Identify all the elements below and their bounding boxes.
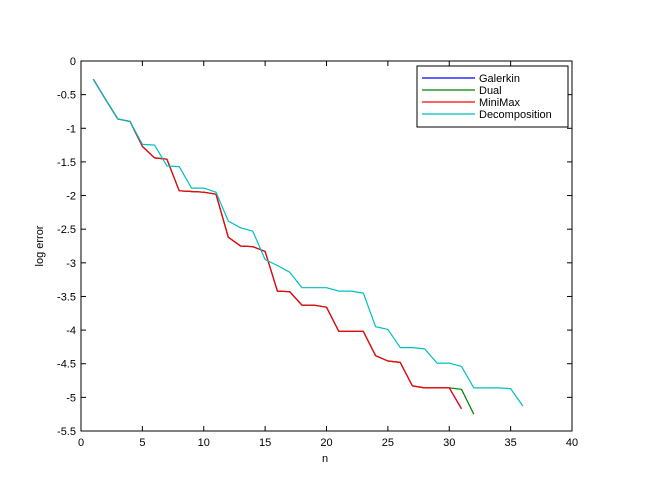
- y-tick-label: -2: [66, 191, 76, 203]
- legend-label-decomposition: Decomposition: [479, 109, 552, 121]
- series-layer: [92, 78, 524, 415]
- x-tick-label: 35: [505, 437, 517, 449]
- x-tick-label: 40: [566, 437, 578, 449]
- y-tick-label: -0.5: [57, 90, 76, 102]
- y-tick-label: 0: [70, 56, 76, 68]
- x-axis-label: n: [322, 453, 328, 465]
- y-axis-label: log error: [34, 225, 46, 266]
- y-tick-label: -3: [66, 258, 76, 270]
- legend-box: [416, 65, 569, 128]
- legend-label-minimax: MiniMax: [479, 97, 520, 109]
- x-tick-label: 10: [198, 437, 210, 449]
- series-line-minimax: [92, 78, 463, 410]
- axes-layer: 0 5 10 15 20 25 30 35 40 0 -0.5 -1 -1.5 -2 -2.5 -3 -3.5 -…: [57, 56, 578, 449]
- x-tick-label: 0: [78, 437, 84, 449]
- x-tick-label: 5: [139, 437, 145, 449]
- x-tick-label: 20: [320, 437, 332, 449]
- y-tick-label: -4: [66, 325, 76, 337]
- y-tick-label: -5: [66, 392, 76, 404]
- y-tick-label: -4.5: [57, 359, 76, 371]
- y-tick-label: -1: [66, 123, 76, 135]
- x-tick-label: 15: [259, 437, 271, 449]
- series-line-decomposition: [92, 78, 524, 407]
- legend-label-dual: Dual: [479, 85, 502, 97]
- y-tick-label: -3.5: [57, 291, 76, 303]
- y-tick-label: -5.5: [57, 426, 76, 438]
- x-tick-label: 25: [382, 437, 394, 449]
- y-tick-label: -1.5: [57, 157, 76, 169]
- legend-label-galerkin: Galerkin: [479, 73, 520, 85]
- y-tick-label: -2.5: [57, 224, 76, 236]
- x-tick-label: 30: [443, 437, 455, 449]
